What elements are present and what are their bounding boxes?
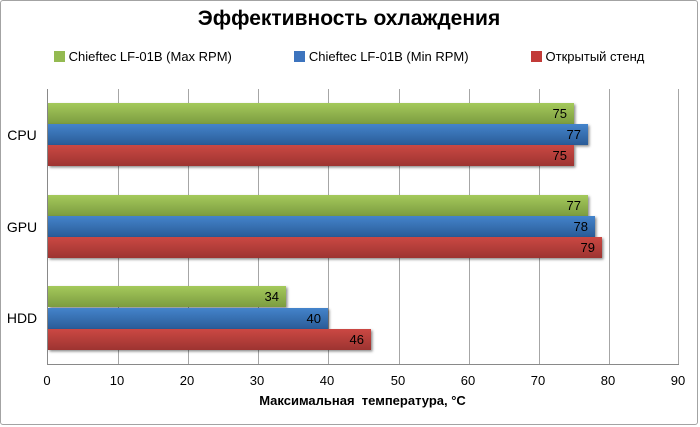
bar-data-label: 77 — [566, 127, 581, 142]
category-label-gpu: GPU — [6, 219, 38, 235]
legend-item-0: Chieftec LF-01B (Max RPM) — [53, 49, 232, 64]
bar-cpu-series-0: 75 — [48, 103, 574, 124]
bar-hdd-series-1: 40 — [48, 308, 328, 329]
plot-area: 75 77 75 77 78 79 34 40 46 — [47, 89, 679, 365]
category-label-hdd: HDD — [6, 310, 38, 326]
bar-data-label: 75 — [552, 148, 567, 163]
x-tick-label-40: 40 — [319, 373, 335, 388]
x-tick-label-90: 90 — [670, 373, 686, 388]
bar-data-label: 79 — [580, 240, 595, 255]
bar-gpu-series-1: 78 — [48, 216, 595, 237]
bar-cpu-series-1: 77 — [48, 124, 588, 145]
legend-label: Chieftec LF-01B (Min RPM) — [308, 49, 469, 64]
legend-label: Chieftec LF-01B (Max RPM) — [68, 49, 232, 64]
legend: Chieftec LF-01B (Max RPM) Chieftec LF-01B… — [1, 49, 697, 64]
category-label-cpu: CPU — [7, 127, 37, 143]
x-tick-label-0: 0 — [43, 373, 51, 388]
bar-data-label: 46 — [349, 332, 364, 347]
bar-gpu-series-2: 79 — [48, 237, 602, 258]
legend-item-2: Открытый стенд — [530, 49, 645, 64]
bar-data-label: 40 — [306, 311, 321, 326]
bar-data-label: 77 — [566, 198, 581, 213]
x-tick-label-30: 30 — [249, 373, 265, 388]
bar-hdd-series-0: 34 — [48, 286, 286, 307]
gridline — [609, 89, 610, 364]
bar-cpu-series-2: 75 — [48, 145, 574, 166]
x-tick-label-20: 20 — [179, 373, 195, 388]
chart-title: Эффективность охлаждения — [197, 7, 501, 30]
bar-data-label: 78 — [573, 219, 588, 234]
gridline — [678, 89, 679, 364]
x-axis-title: Максимальная температура, °C — [259, 393, 466, 408]
legend-swatch-icon — [293, 51, 305, 62]
bar-gpu-series-0: 77 — [48, 195, 588, 216]
legend-item-1: Chieftec LF-01B (Min RPM) — [293, 49, 469, 64]
x-tick-label-50: 50 — [390, 373, 406, 388]
bar-data-label: 75 — [552, 106, 567, 121]
legend-swatch-icon — [53, 51, 65, 62]
legend-swatch-icon — [530, 51, 542, 62]
bar-hdd-series-2: 46 — [48, 329, 371, 350]
x-tick-label-70: 70 — [530, 373, 546, 388]
x-tick-label-80: 80 — [600, 373, 616, 388]
x-tick-label-60: 60 — [460, 373, 476, 388]
x-tick-label-10: 10 — [109, 373, 125, 388]
legend-label: Открытый стенд — [545, 49, 645, 64]
bar-data-label: 34 — [264, 289, 279, 304]
